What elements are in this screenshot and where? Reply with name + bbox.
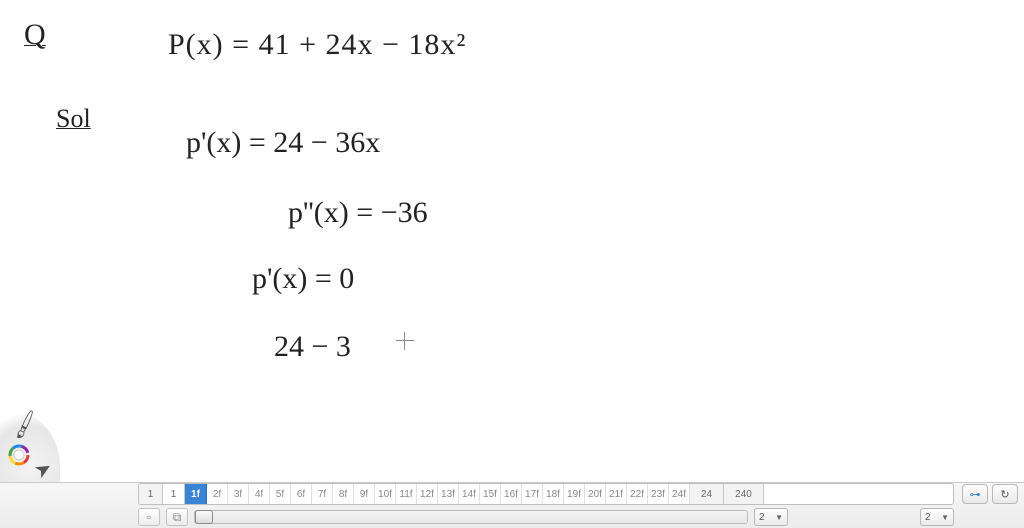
timeline-frame[interactable]: 2f bbox=[207, 484, 228, 504]
timeline-frame-1a[interactable]: 1 bbox=[163, 484, 185, 504]
onion-skin-button[interactable]: ⊶ bbox=[962, 484, 988, 504]
timeline-frames-strip[interactable]: 1 1 1f 2f 3f 4f 5f 6f 7f 8f 9f 10f 11f 12f 13f 14f 15… bbox=[138, 483, 954, 505]
loop-button[interactable]: ↻ bbox=[992, 484, 1018, 504]
timeline-frame-label: 24f bbox=[672, 489, 686, 500]
timeline-end-b[interactable]: 240 bbox=[724, 484, 764, 504]
timeline-frame[interactable]: 6f bbox=[291, 484, 312, 504]
timeline-frame[interactable]: 10f bbox=[375, 484, 396, 504]
timeline-frame[interactable]: 13f bbox=[438, 484, 459, 504]
drawing-canvas[interactable]: Q P(x) = 41 + 24x − 18x² Sol p'(x) = 24 … bbox=[0, 0, 1024, 468]
add-layer-icon: ▫ bbox=[147, 510, 151, 524]
handwriting-line2: p'(x) = 24 − 36x bbox=[186, 126, 380, 160]
handwriting-line4: p'(x) = 0 bbox=[252, 262, 354, 296]
timeline-scrubber[interactable] bbox=[194, 510, 748, 524]
timeline-top-right-controls: ⊶ ↻ bbox=[962, 483, 1018, 505]
timeline-frame-label: 19f bbox=[567, 489, 581, 500]
timeline-end-b-label: 240 bbox=[735, 489, 752, 500]
chevron-down-icon: ▼ bbox=[775, 513, 783, 522]
timeline-frame[interactable]: 18f bbox=[543, 484, 564, 504]
timeline-frame[interactable]: 21f bbox=[606, 484, 627, 504]
right-step-value: 2 bbox=[925, 512, 931, 523]
timeline-frame-label: 8f bbox=[339, 489, 347, 500]
timeline-frame[interactable]: 16f bbox=[501, 484, 522, 504]
timeline-frame-label: 16f bbox=[504, 489, 518, 500]
timeline-end-a-label: 24 bbox=[701, 489, 712, 500]
timeline-frame-label: 22f bbox=[630, 489, 644, 500]
timeline-frame-label: 21f bbox=[609, 489, 623, 500]
timeline-frame-label: 5f bbox=[276, 489, 284, 500]
handwriting-line1: P(x) = 41 + 24x − 18x² bbox=[168, 28, 466, 62]
timeline-frame-label: 9f bbox=[360, 489, 368, 500]
timeline-frame-label: 14f bbox=[462, 489, 476, 500]
timeline-frame[interactable]: 22f bbox=[627, 484, 648, 504]
timeline-frame[interactable]: 3f bbox=[228, 484, 249, 504]
timeline-frame[interactable]: 19f bbox=[564, 484, 585, 504]
timeline-frame-label: 2f bbox=[213, 489, 221, 500]
right-step-dropdown[interactable]: 2 ▼ bbox=[920, 508, 954, 526]
left-step-value: 2 bbox=[759, 512, 765, 523]
timeline-one-label: 1 bbox=[171, 489, 177, 500]
timeline-frame[interactable]: 17f bbox=[522, 484, 543, 504]
timeline-frame[interactable]: 4f bbox=[249, 484, 270, 504]
scrubber-thumb[interactable] bbox=[195, 510, 213, 524]
timeline-frame-label: 15f bbox=[483, 489, 497, 500]
timeline-bar: 1 1 1f 2f 3f 4f 5f 6f 7f 8f 9f 10f 11f 12f 13f 14f 15… bbox=[0, 482, 1024, 528]
timeline-frame-label: 18f bbox=[546, 489, 560, 500]
timeline-frame-label: 10f bbox=[378, 489, 392, 500]
dup-layer-icon: ⧉ bbox=[173, 510, 182, 525]
timeline-frame[interactable]: 11f bbox=[396, 484, 417, 504]
timeline-frame-label: 12f bbox=[420, 489, 434, 500]
timeline-frame[interactable]: 24f bbox=[669, 484, 690, 504]
timeline-frame[interactable]: 8f bbox=[333, 484, 354, 504]
timeline-end-a[interactable]: 24 bbox=[690, 484, 724, 504]
timeline-frame[interactable]: 14f bbox=[459, 484, 480, 504]
timeline-frame-label: 17f bbox=[525, 489, 539, 500]
timeline-frame[interactable]: 12f bbox=[417, 484, 438, 504]
timeline-frame[interactable]: 9f bbox=[354, 484, 375, 504]
loop-icon: ↻ bbox=[1000, 488, 1009, 501]
handwriting-sol: Sol bbox=[56, 104, 91, 134]
handwriting-line5: 24 − 3 bbox=[274, 330, 351, 364]
timeline-frame[interactable]: 5f bbox=[270, 484, 291, 504]
timeline-frame-label: 3f bbox=[234, 489, 242, 500]
timeline-frame-label: 6f bbox=[297, 489, 305, 500]
timeline-frame-label: 13f bbox=[441, 489, 455, 500]
duplicate-layer-button[interactable]: ⧉ bbox=[166, 508, 188, 526]
add-layer-button[interactable]: ▫ bbox=[138, 508, 160, 526]
handwriting-line3: p''(x) = −36 bbox=[288, 196, 428, 230]
timeline-start-label: 1 bbox=[148, 489, 154, 500]
timeline-active-frame[interactable]: 1f bbox=[185, 484, 207, 504]
timeline-frame[interactable]: 20f bbox=[585, 484, 606, 504]
timeline-frame-label: 4f bbox=[255, 489, 263, 500]
left-step-dropdown[interactable]: 2 ▼ bbox=[754, 508, 788, 526]
timeline-active-label: 1f bbox=[191, 489, 200, 500]
timeline-frame-label: 11f bbox=[399, 489, 412, 500]
chevron-down-icon: ▼ bbox=[941, 513, 949, 522]
canvas-cursor-icon bbox=[396, 332, 414, 350]
timeline-frame-label: 7f bbox=[318, 489, 326, 500]
timeline-frame[interactable]: 7f bbox=[312, 484, 333, 504]
timeline-start-cell[interactable]: 1 bbox=[139, 484, 163, 504]
timeline-bottom-row: ▫ ⧉ 2 ▼ 2 ▼ bbox=[138, 507, 954, 527]
handwriting-q: Q bbox=[24, 18, 46, 52]
timeline-frame-label: 20f bbox=[588, 489, 602, 500]
timeline-frame[interactable]: 15f bbox=[480, 484, 501, 504]
pointer-icon: ➤ bbox=[29, 454, 56, 484]
key-icon: ⊶ bbox=[970, 488, 981, 501]
timeline-frame-label: 23f bbox=[651, 489, 665, 500]
timeline-frame[interactable]: 23f bbox=[648, 484, 669, 504]
